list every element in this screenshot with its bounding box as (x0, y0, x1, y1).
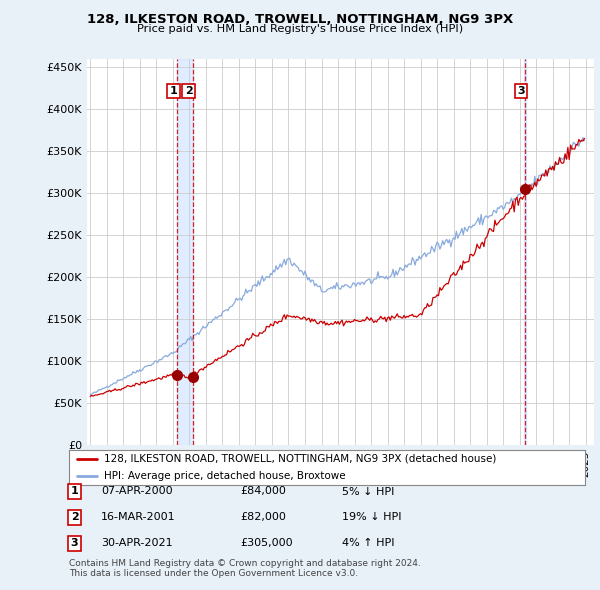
Text: £305,000: £305,000 (240, 539, 293, 548)
Text: 2: 2 (71, 513, 79, 522)
Text: 19% ↓ HPI: 19% ↓ HPI (342, 513, 401, 522)
Text: Price paid vs. HM Land Registry's House Price Index (HPI): Price paid vs. HM Land Registry's House … (137, 24, 463, 34)
Text: 2: 2 (185, 86, 193, 96)
Bar (524, 59, 526, 445)
Text: 07-APR-2000: 07-APR-2000 (101, 487, 172, 496)
Text: 1: 1 (169, 86, 177, 96)
Text: 16-MAR-2001: 16-MAR-2001 (101, 513, 175, 522)
Text: 30-APR-2021: 30-APR-2021 (101, 539, 172, 548)
Text: This data is licensed under the Open Government Licence v3.0.: This data is licensed under the Open Gov… (69, 569, 358, 578)
Text: Contains HM Land Registry data © Crown copyright and database right 2024.: Contains HM Land Registry data © Crown c… (69, 559, 421, 568)
Text: 3: 3 (517, 86, 525, 96)
Text: £82,000: £82,000 (240, 513, 286, 522)
Text: HPI: Average price, detached house, Broxtowe: HPI: Average price, detached house, Brox… (104, 471, 346, 481)
Text: 128, ILKESTON ROAD, TROWELL, NOTTINGHAM, NG9 3PX (detached house): 128, ILKESTON ROAD, TROWELL, NOTTINGHAM,… (104, 454, 496, 464)
Text: 1: 1 (71, 487, 79, 496)
Text: 5% ↓ HPI: 5% ↓ HPI (342, 487, 394, 496)
Text: 4% ↑ HPI: 4% ↑ HPI (342, 539, 395, 548)
Text: 3: 3 (71, 539, 79, 548)
Bar (178, 59, 193, 445)
Text: 128, ILKESTON ROAD, TROWELL, NOTTINGHAM, NG9 3PX: 128, ILKESTON ROAD, TROWELL, NOTTINGHAM,… (87, 13, 513, 26)
Text: £84,000: £84,000 (240, 487, 286, 496)
